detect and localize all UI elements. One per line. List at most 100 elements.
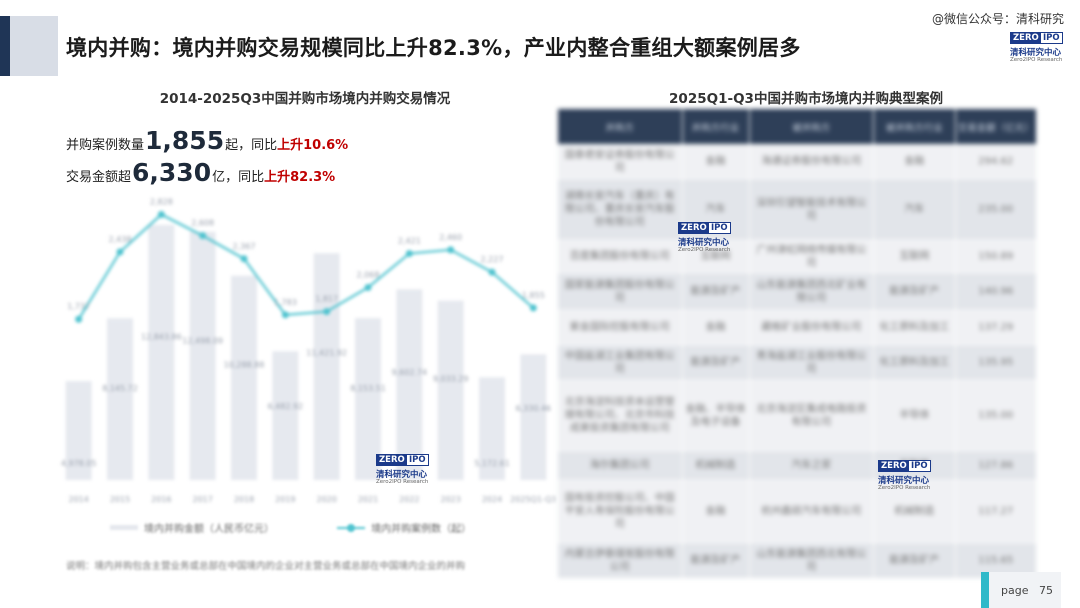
logo-cn-text: 清科研究中心 <box>878 476 930 486</box>
bar <box>479 377 505 480</box>
table-cell: 127.86 <box>954 450 1038 481</box>
logo-zero: ZERO <box>1010 32 1042 44</box>
chart-legend: 境内并购金额（人民币亿元） 境内并购案例数（起） <box>110 520 471 535</box>
cases-table-wrap: 并购方 并购方行业 被并购方 被并购方行业 交易金额（亿元） 国泰君安证券股份有限公司金… <box>557 108 1038 579</box>
deal-count-prefix: 并购案例数量 <box>66 138 145 153</box>
x-tick-label: 2015 <box>110 495 130 504</box>
bar <box>355 318 381 480</box>
line-value-label: 2,608 <box>191 219 214 228</box>
bar-value-label: 5,172.61 <box>474 459 510 468</box>
logo-en-text: Zero2IPO Research <box>1010 57 1063 63</box>
x-tick-label: 2018 <box>234 495 254 504</box>
bar-value-label: 9,602.74 <box>392 368 428 377</box>
page-number: page 75 <box>1001 584 1053 597</box>
table-cell: 140.96 <box>954 272 1038 311</box>
zero2ipo-logo: ZERO IPO 清科研究中心 Zero2IPO Research <box>1010 32 1063 64</box>
table-cell: 机械制造 <box>873 480 956 543</box>
bar <box>520 354 547 480</box>
table-cell: 能源及矿产 <box>681 344 750 381</box>
table-row: 湖南长安汽车（重庆）有限公司、重庆长安汽车股份有限公司 汽车 深圳引望智能技术有限公… <box>557 178 1038 241</box>
line-value-label: 1,737 <box>67 302 90 311</box>
x-tick-label: 2017 <box>192 495 212 504</box>
line-point <box>447 246 455 254</box>
line-point <box>240 255 248 263</box>
table-row: 紫金国际控股有限公司 金融 藏格矿业股份有限公司 化工原料及加工 137.29 <box>557 310 1038 345</box>
x-tick-label: 2020 <box>316 495 336 504</box>
title-accent-bar <box>0 16 58 76</box>
line-point <box>75 315 83 323</box>
line-value-label: 2,828 <box>150 198 173 207</box>
line-value-label: 1,855 <box>522 291 545 300</box>
table-cell: 杭州鑫硕汽车有限公司 <box>748 480 875 543</box>
table-row: 内蒙古伊泰煤炭股份有限公司 能源及矿产 山东能源集团西北有限公司 能源及矿产 115.6… <box>557 542 1038 579</box>
table-header-cell: 并购方 <box>557 108 683 145</box>
bar <box>107 318 133 480</box>
page-value: 75 <box>1038 584 1053 597</box>
bar-value-label: 6,482.92 <box>268 402 304 411</box>
bar-value-label: 12,843.86 <box>141 333 182 342</box>
table-cell: 金融 <box>873 144 956 179</box>
line-value-label: 2,460 <box>439 233 462 242</box>
x-tick-label: 2021 <box>358 495 378 504</box>
table-header-cell: 交易金额（亿元） <box>954 108 1038 145</box>
table-cell: 化工原料及加工 <box>873 344 956 381</box>
legend-bar-label: 境内并购金额（人民币亿元） <box>144 524 274 535</box>
line-point <box>157 211 165 219</box>
table-cell: 135.00 <box>954 380 1038 451</box>
logo-en-text: Zero2IPO Research <box>678 247 731 253</box>
line-point <box>364 283 372 291</box>
table-cell: 湖南长安汽车（重庆）有限公司、重庆长安汽车股份有限公司 <box>557 178 683 241</box>
table-cell: 汽车之家 <box>748 450 875 481</box>
table-cell: 150.89 <box>954 240 1038 273</box>
bar-value-label: 11,421.92 <box>306 348 347 357</box>
logo-ipo: IPO <box>1040 32 1063 44</box>
x-tick-label: 2025Q1-Q3 <box>510 495 556 504</box>
table-cell: 北京海淀区集成电路投资有限公司 <box>748 380 875 451</box>
logo-ipo: IPO <box>708 222 731 234</box>
table-watermark-logo-1: ZERO IPO 清科研究中心 Zero2IPO Research <box>678 222 731 254</box>
deal-amount-prefix: 交易金额超 <box>66 170 132 185</box>
table-cell: 机械制造 <box>681 450 750 481</box>
table-cell: 北京海淀科技资本运营管理有限公司、北京市科技成果投资集团有限公司 <box>557 380 683 451</box>
table-cell: 山东能源集团西北矿业有限公司 <box>748 272 875 311</box>
line-value-label: 2,438 <box>109 235 132 244</box>
chart-title: 2014-2025Q3中国并购市场境内并购交易情况 <box>159 91 451 107</box>
table-cell: 山东能源集团西北有限公司 <box>748 542 875 579</box>
table-cell: 汽车 <box>873 178 956 241</box>
logo-zero: ZERO <box>878 460 910 472</box>
table-row: 中国盐湖工业集团有限公司 能源及矿产 青海盐湖工业股份有限公司 化工原料及加工 135.… <box>557 344 1038 381</box>
logo-ipo: IPO <box>908 460 931 472</box>
table-cell: 能源及矿产 <box>681 272 750 311</box>
bar <box>272 351 299 480</box>
x-tick-label: 2022 <box>399 495 419 504</box>
table-cell: 化工原料及加工 <box>873 310 956 345</box>
deal-amount-number: 6,330 <box>132 158 212 187</box>
table-body: 国泰君安证券股份有限公司 金融 海通证券股份有限公司 金融 294.62 湖南长安汽车（重… <box>557 144 1038 579</box>
table-cell: 藏格矿业股份有限公司 <box>748 310 875 345</box>
combo-chart-svg: 4,978.05 2014 8,145.72 2015 12,843.86 2016 12,… <box>61 198 557 504</box>
bar <box>65 381 92 480</box>
x-tick-label: 2014 <box>68 495 88 504</box>
logo-cn-text: 清科研究中心 <box>1010 48 1062 58</box>
logo-en-text: Zero2IPO Research <box>376 479 429 485</box>
legend-bar-swatch <box>110 525 138 530</box>
table-cell: 中国盐湖工业集团有限公司 <box>557 344 683 381</box>
table-cell: 金融 <box>681 144 750 179</box>
table-cell: 235.00 <box>954 178 1038 241</box>
deal-count-mid: 起，同比 <box>225 138 278 153</box>
bar-value-label: 6,330.46 <box>516 404 552 413</box>
table-cell: 深圳引望智能技术有限公司 <box>748 178 875 241</box>
line-point <box>116 248 124 256</box>
line-point <box>529 304 537 312</box>
table-cell: 金融 <box>681 310 750 345</box>
bar <box>148 224 175 480</box>
deal-amount-mid: 亿，同比 <box>212 170 265 185</box>
line-point <box>405 250 413 258</box>
chart-watermark-logo: ZERO IPO 清科研究中心 Zero2IPO Research <box>376 454 429 486</box>
legend-line-swatch <box>337 523 366 532</box>
table-cell: 能源及矿产 <box>681 542 750 579</box>
line-point <box>199 232 207 240</box>
page-title: 境内并购：境内并购交易规模同比上升82.3%，产业内整合重组大额案例居多 <box>66 36 801 60</box>
deal-count-change: 上升10.6% <box>277 138 349 153</box>
deal-amount-stat: 交易金额超6,330亿，同比上升82.3% <box>66 158 335 187</box>
